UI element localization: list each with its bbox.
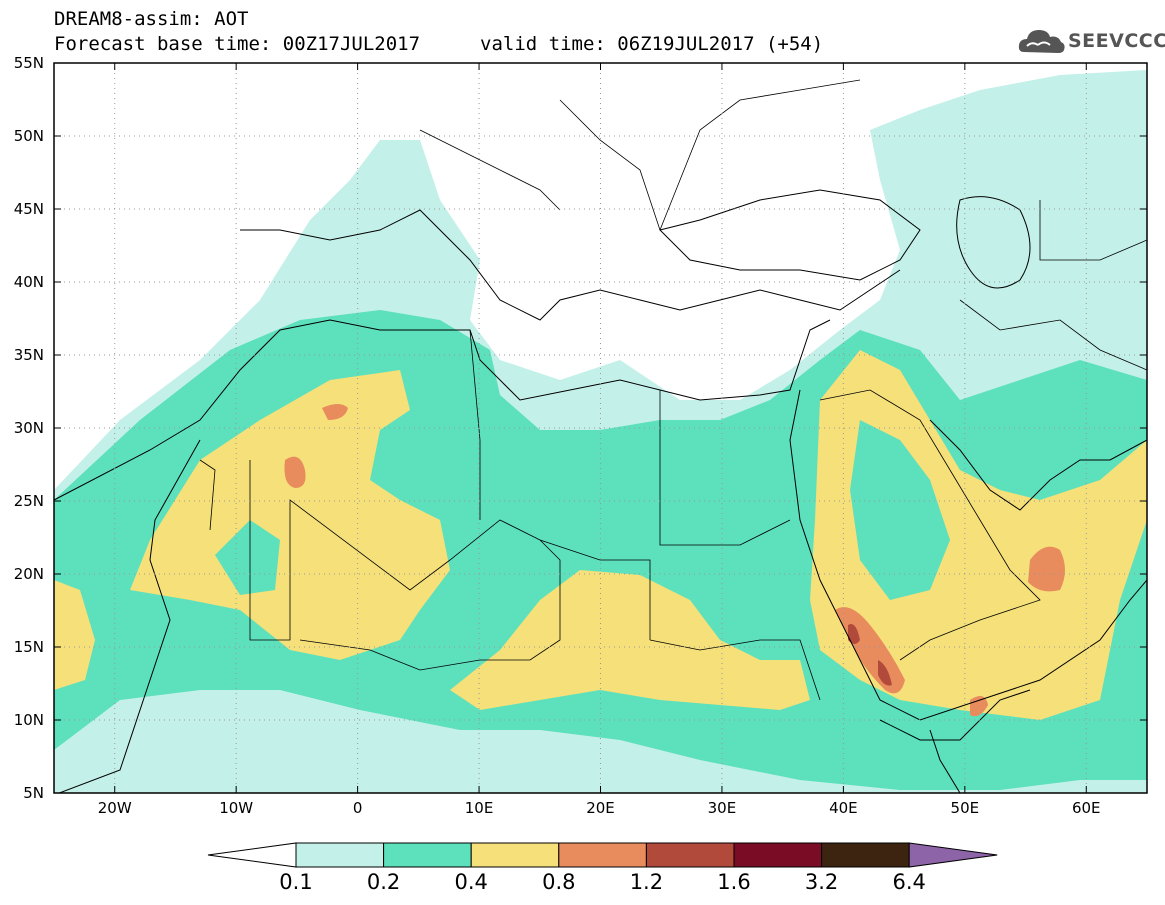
lat-label: 40N	[13, 273, 44, 291]
lat-label: 5N	[23, 784, 44, 802]
lon-label: 10W	[219, 799, 254, 817]
lat-label: 35N	[13, 346, 44, 364]
colorbar-over-arrow	[908, 842, 998, 868]
colorbar-box	[470, 842, 560, 868]
lat-label: 15N	[13, 638, 44, 656]
valid-time: valid time: 06Z19JUL2017 (+54)	[480, 33, 824, 55]
colorbar-box	[295, 842, 385, 868]
aot-map	[53, 62, 1148, 794]
lat-label: 25N	[13, 492, 44, 510]
lon-label: 10E	[464, 799, 494, 817]
lon-label: 60E	[1071, 799, 1101, 817]
aot-band-0.8	[1028, 546, 1065, 592]
lon-label: 40E	[829, 799, 858, 817]
logo-text: SEEVCCC	[1068, 30, 1165, 52]
colorbar-label: 1.6	[717, 870, 751, 894]
forecast-base-time: Forecast base time: 00Z17JUL2017	[54, 33, 421, 55]
colorbar-label: 0.2	[366, 870, 401, 894]
map-title: DREAM8-assim: AOT	[54, 8, 249, 30]
colorbar-label: 0.1	[279, 870, 313, 894]
colorbar-label: 0.4	[454, 870, 488, 894]
colorbar-label: 0.8	[542, 870, 576, 894]
seevccc-logo: SEEVCCC	[1018, 24, 1165, 58]
colorbar-box	[383, 842, 472, 868]
aot-field	[54, 70, 1147, 793]
colorbar-box	[645, 842, 735, 868]
aot-band-0.2	[850, 420, 950, 600]
aot-band-0.8	[970, 696, 988, 717]
lon-label: 20W	[97, 799, 132, 817]
lat-label: 45N	[13, 200, 44, 218]
country-borders	[199, 79, 1147, 701]
aot-band-1.2	[848, 624, 860, 644]
colorbar-label: 6.4	[892, 870, 926, 894]
colorbar-box	[733, 842, 823, 868]
aot-band-0.4	[450, 570, 810, 710]
axis-ticks	[54, 62, 1147, 794]
lon-label: 50E	[950, 799, 980, 817]
aot-band-0.8	[322, 404, 348, 420]
lat-label: 50N	[13, 127, 44, 145]
aot-band-0.8	[284, 456, 306, 488]
coastlines	[54, 189, 1147, 793]
aot-band-0.4	[215, 520, 280, 595]
colorbar-box	[821, 842, 910, 868]
aot-band-1.2	[878, 660, 892, 686]
colorbar-label: 1.2	[629, 870, 664, 894]
lat-label: 10N	[13, 711, 44, 729]
lon-label: 0	[352, 799, 363, 817]
lat-label: 20N	[13, 565, 44, 583]
lat-label: 30N	[13, 419, 44, 437]
lat-label: 55N	[13, 54, 44, 72]
cloud-icon	[1018, 30, 1065, 53]
colorbar-under-arrow	[207, 842, 297, 868]
lon-label: 20E	[586, 799, 615, 817]
colorbar-label: 3.2	[804, 870, 839, 894]
lon-label: 30E	[707, 799, 737, 817]
colorbar-box	[558, 842, 647, 868]
aot-band-0.4	[54, 580, 95, 690]
